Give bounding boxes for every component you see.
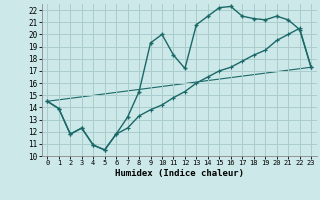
X-axis label: Humidex (Indice chaleur): Humidex (Indice chaleur)	[115, 169, 244, 178]
